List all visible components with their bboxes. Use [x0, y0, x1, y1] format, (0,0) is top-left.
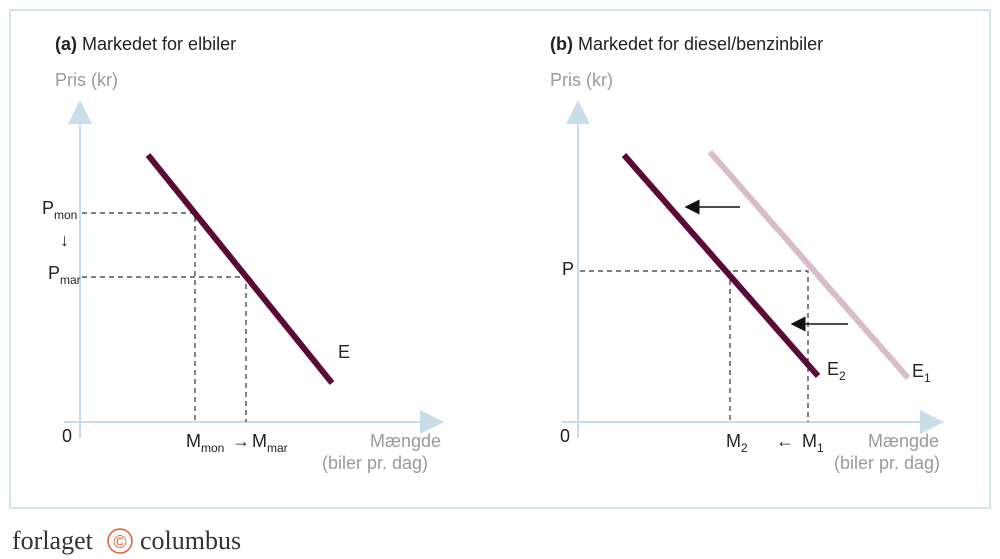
price-change: ↓ — [60, 230, 69, 250]
price-label: P — [562, 259, 574, 279]
curve-label: E — [338, 342, 350, 362]
quantity-change: → — [232, 431, 250, 451]
origin: 0 — [62, 426, 72, 446]
guide-lines — [580, 270, 809, 422]
quantity-label: M2 — [726, 431, 748, 455]
x-axis-label: Mængde — [868, 431, 939, 451]
curve-label: E1 — [912, 361, 931, 385]
y-axis-label: Pris (kr) — [550, 70, 613, 90]
panel-title: (b) Markedet for diesel/benzinbiler — [550, 34, 823, 54]
price-label: Pmon — [42, 198, 77, 222]
x-axis-unit: (biler pr. dag) — [834, 453, 940, 473]
price-label: Pmar — [48, 263, 81, 287]
quantity-label: M1 — [802, 431, 824, 455]
x-axis-unit: (biler pr. dag) — [322, 453, 428, 473]
quantity-label: Mmon — [186, 431, 224, 455]
quantity-change: ← — [776, 431, 794, 451]
origin: 0 — [560, 426, 570, 446]
y-axis-label: Pris (kr) — [55, 70, 118, 90]
publisher: forlaget — [12, 526, 94, 555]
logo-ring — [107, 528, 133, 554]
x-axis-label: Mængde — [370, 431, 441, 451]
demand-curve — [145, 153, 335, 385]
quantity-label: Mmar — [252, 431, 288, 455]
curve-label: E2 — [827, 359, 846, 383]
logo: © — [113, 532, 126, 552]
demand-curve-new — [621, 153, 821, 378]
panel-title: (a) Markedet for elbiler — [55, 34, 236, 54]
demand-curve-old — [707, 150, 911, 380]
frame — [9, 9, 991, 509]
publisher: columbus — [140, 526, 241, 555]
